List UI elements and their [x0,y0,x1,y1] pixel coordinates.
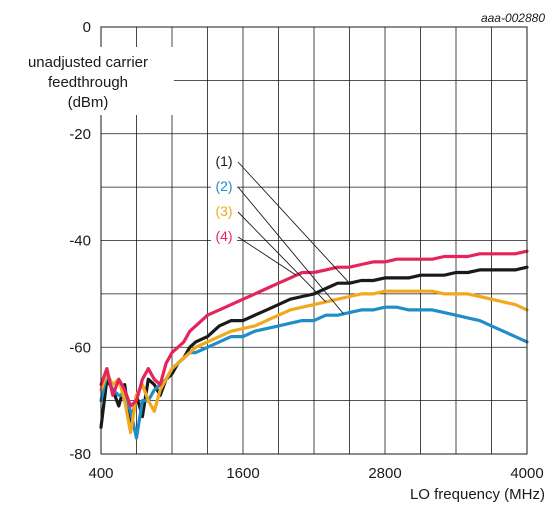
series-label-4: (4) [215,228,232,244]
x-tick-label: 2800 [368,465,401,482]
series-label-backdrop [211,202,237,220]
x-tick-label: 400 [88,465,113,482]
y-tick-labels: 0 -20 -40 -60 -80 [69,19,91,463]
x-tick-label: 4000 [510,465,543,482]
ylabel-line-3: (dBm) [68,94,109,111]
series-label-1: (1) [215,153,232,169]
x-tick-label: 1600 [226,465,259,482]
y-tick-label: -80 [69,446,91,463]
y-tick-label: -40 [69,233,91,250]
leader-line-1 [237,161,350,284]
series-line-1 [99,265,529,429]
series-label-3: (3) [215,203,232,219]
leader-line-2 [237,186,344,315]
x-tick-labels: 400 1600 2800 4000 [88,465,543,482]
series-line-4 [99,249,529,408]
series-label-2: (2) [215,178,232,194]
series-line-3 [99,289,529,435]
figure-id: aaa-002880 [481,11,545,25]
plot-frame [100,26,528,455]
y-tick-label: -20 [69,126,91,143]
xlabel: LO frequency (MHz) [410,486,545,503]
y-tick-label: 0 [83,19,91,36]
series-label-backdrop [211,227,237,245]
ylabel-line-1: unadjusted carrier [28,54,148,71]
series-label-backdrop [211,152,237,170]
series-label-backdrop [211,177,237,195]
leader-line-3 [237,211,327,303]
ylabel-line-2: feedthrough [48,74,128,91]
leader-line-4 [237,236,297,276]
series-labels: (1) (2) (3) (4) [211,152,237,245]
series-leader-lines [237,161,350,315]
series-line-2 [99,305,529,440]
y-tick-label: -60 [69,339,91,356]
series-lines [99,249,529,440]
ylabel-backdrop [2,47,174,115]
